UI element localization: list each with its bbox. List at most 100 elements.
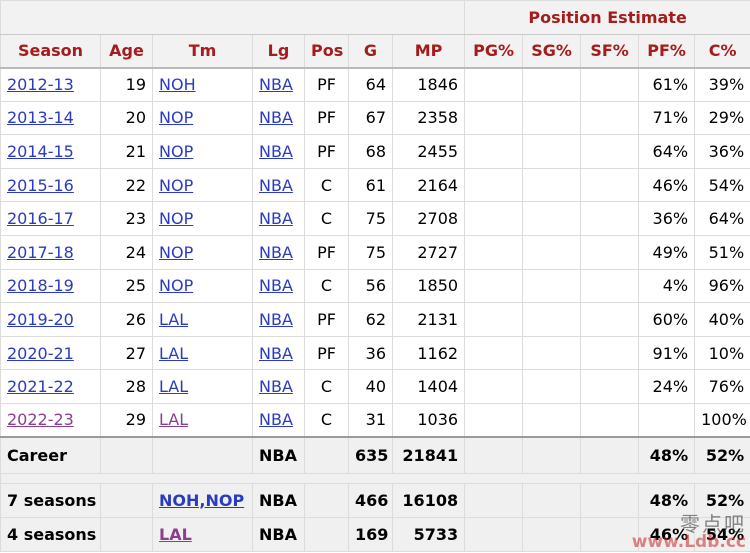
pf-pct-cell: 36% (638, 201, 696, 236)
league-link[interactable]: NBA (259, 209, 293, 229)
pf-pct-cell: 60% (638, 302, 696, 337)
season-link[interactable]: 2022-23 (7, 410, 74, 430)
sg-pct-cell (522, 100, 582, 136)
season-link[interactable]: 2014-15 (7, 141, 74, 161)
season-cell: 2017-18 (0, 234, 101, 270)
pf-pct-cell: 49% (638, 234, 696, 270)
league-link[interactable]: NBA (259, 377, 293, 397)
pg-pct-cell (464, 402, 524, 438)
column-header-g[interactable]: G (348, 34, 393, 69)
c-pct-cell: 10% (694, 335, 750, 371)
sg-pct-cell (522, 201, 582, 236)
team-link[interactable]: NOP (159, 175, 194, 195)
column-header-lg[interactable]: Lg (252, 34, 305, 69)
season-link[interactable]: 2013-14 (7, 108, 74, 128)
team-link[interactable]: LAL (159, 524, 192, 544)
age-cell: 23 (100, 201, 153, 236)
team-totals-sg-pct-cell (522, 482, 582, 518)
team-link[interactable]: NOP (159, 141, 194, 161)
age-cell: 26 (100, 302, 153, 337)
season-link[interactable]: 2016-17 (7, 209, 74, 229)
team-link[interactable]: LAL (159, 410, 189, 430)
table-row: 2016-17 23 NOP NBA C 75 2708 36% 64% (0, 201, 750, 236)
league-link[interactable]: NBA (259, 309, 293, 329)
career-minutes-cell: 21841 (391, 436, 466, 474)
column-header-c-pct[interactable]: C% (694, 34, 750, 69)
column-header-mp[interactable]: MP (391, 34, 466, 69)
column-header-sf-pct[interactable]: SF% (580, 34, 640, 69)
season-link[interactable]: 2019-20 (7, 309, 74, 329)
team-link[interactable]: NOP (159, 242, 194, 262)
column-header-pf-pct[interactable]: PF% (638, 34, 696, 69)
column-header-pg-pct[interactable]: PG% (464, 34, 524, 69)
league-link[interactable]: NBA (259, 141, 293, 161)
sg-pct-cell (522, 369, 582, 404)
team-cell: LAL (152, 335, 253, 371)
team-totals-label: 7 seasons (0, 482, 101, 518)
games-cell: 40 (348, 369, 393, 404)
games-cell: 75 (348, 201, 393, 236)
c-pct-cell: 76% (694, 369, 750, 404)
league-link[interactable]: NBA (259, 276, 293, 296)
minutes-cell: 2131 (391, 302, 466, 337)
column-header-season[interactable]: Season (0, 34, 101, 69)
position-cell: PF (304, 234, 349, 270)
season-link[interactable]: 2012-13 (7, 75, 74, 95)
header-group-row: Position Estimate (0, 0, 750, 35)
sf-pct-cell (580, 302, 640, 337)
league-cell: NBA (252, 268, 305, 304)
team-link[interactable]: NOP (159, 108, 194, 128)
team-link[interactable]: NOH,NOP (159, 490, 245, 510)
minutes-cell: 2358 (391, 100, 466, 136)
header-group-spacer (0, 0, 466, 35)
league-cell: NBA (252, 100, 305, 136)
season-link[interactable]: 2021-22 (7, 377, 74, 397)
sf-pct-cell (580, 167, 640, 203)
team-link[interactable]: NOP (159, 276, 194, 296)
sg-pct-cell (522, 134, 582, 169)
pg-pct-cell (464, 369, 524, 404)
team-totals-pg-pct-cell (464, 516, 524, 552)
pf-pct-cell (638, 402, 696, 438)
team-totals-sf-pct-cell (580, 516, 640, 552)
league-link[interactable]: NBA (259, 75, 293, 95)
minutes-cell: 1162 (391, 335, 466, 371)
league-link[interactable]: NBA (259, 242, 293, 262)
totals-spacer-row (0, 472, 750, 484)
column-header-sg-pct[interactable]: SG% (522, 34, 582, 69)
league-link[interactable]: NBA (259, 343, 293, 363)
league-cell: NBA (252, 167, 305, 203)
sf-pct-cell (580, 67, 640, 102)
column-header-age[interactable]: Age (100, 34, 153, 69)
team-link[interactable]: NOP (159, 209, 194, 229)
team-link[interactable]: NOH (159, 75, 196, 95)
table-row: 2018-19 25 NOP NBA C 56 1850 4% 96% (0, 268, 750, 304)
sg-pct-cell (522, 67, 582, 102)
team-link[interactable]: LAL (159, 343, 189, 363)
team-totals-row: 4 seasons LAL NBA 169 5733 46% 54% (0, 516, 750, 552)
league-link[interactable]: NBA (259, 108, 293, 128)
season-link[interactable]: 2017-18 (7, 242, 74, 262)
c-pct-cell: 39% (694, 67, 750, 102)
season-link[interactable]: 2020-21 (7, 343, 74, 363)
league-cell: NBA (252, 369, 305, 404)
pf-pct-cell: 71% (638, 100, 696, 136)
team-link[interactable]: LAL (159, 377, 189, 397)
minutes-cell: 1850 (391, 268, 466, 304)
column-header-pos[interactable]: Pos (304, 34, 349, 69)
team-cell: LAL (152, 302, 253, 337)
sg-pct-cell (522, 268, 582, 304)
league-link[interactable]: NBA (259, 175, 293, 195)
team-link[interactable]: LAL (159, 309, 189, 329)
season-link[interactable]: 2018-19 (7, 276, 74, 296)
team-totals-position-cell (304, 516, 349, 552)
season-link[interactable]: 2015-16 (7, 175, 74, 195)
c-pct-cell: 96% (694, 268, 750, 304)
season-cell: 2015-16 (0, 167, 101, 203)
league-link[interactable]: NBA (259, 410, 293, 430)
column-header-tm[interactable]: Tm (152, 34, 253, 69)
team-totals-pf-pct-cell: 46% (638, 516, 696, 552)
team-totals-games-cell: 169 (348, 516, 393, 552)
minutes-cell: 2164 (391, 167, 466, 203)
